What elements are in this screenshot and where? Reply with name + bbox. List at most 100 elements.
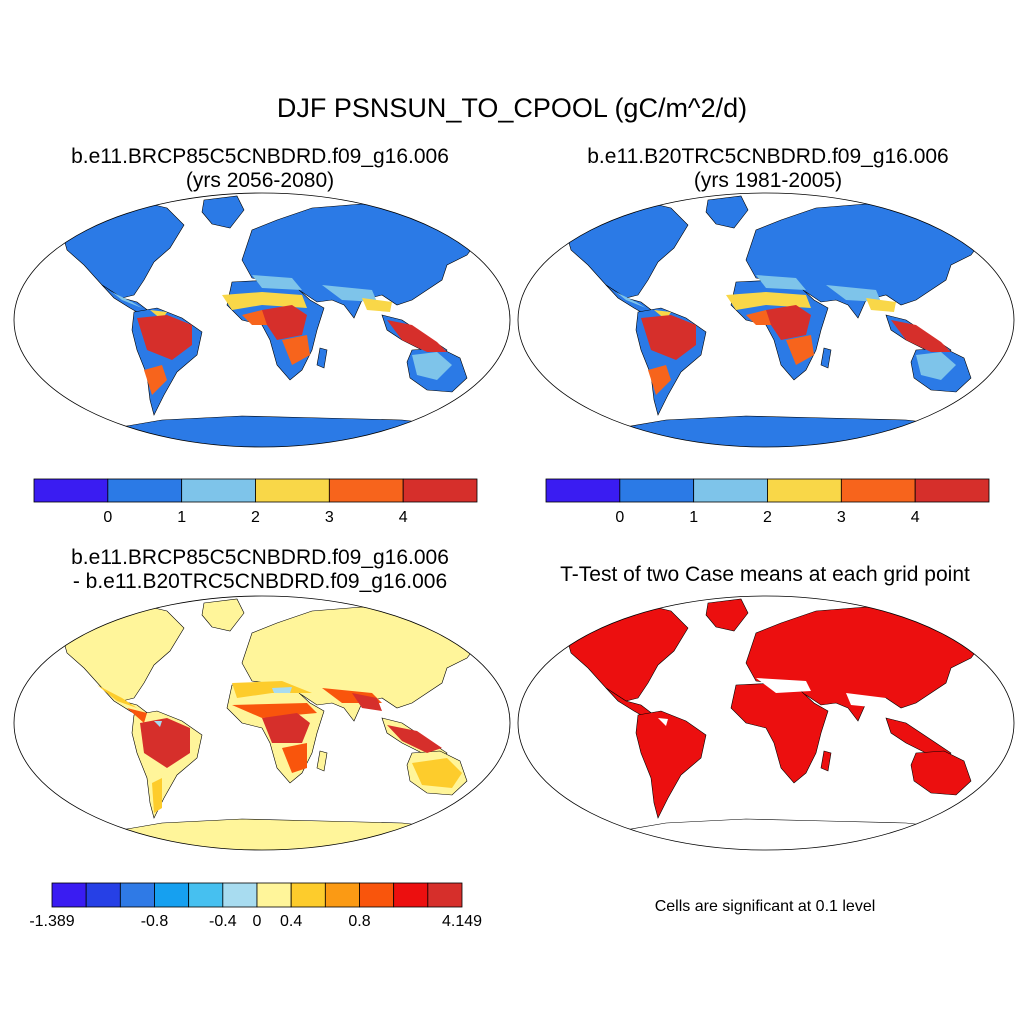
insignificant-area — [846, 693, 886, 708]
colorbar-bottom-left-label-0: -1.389 — [29, 913, 74, 930]
colorbar-top-right-box-5 — [914, 478, 990, 503]
colorbar-bottom-left-label-2: -0.4 — [209, 913, 237, 930]
field-diff_orange — [282, 743, 307, 773]
field-diff_yellow — [412, 758, 462, 788]
field-abs_light — [916, 352, 956, 380]
colorbar-bottom-left-box-4 — [188, 882, 224, 908]
panel-title-top-left-line2: (yrs 2056-2080) — [185, 169, 335, 192]
insignificant-area — [756, 678, 811, 693]
colorbar-top-left-box-2 — [181, 478, 256, 503]
colorbar-top-right-label-1: 1 — [689, 509, 698, 526]
colorbar-top-right-box-0 — [545, 478, 621, 503]
colorbar-bottom-left-label-5: 0.8 — [348, 913, 370, 930]
colorbar-top-left-box-3 — [255, 478, 330, 503]
colorbar-bottom-left-label-3: 0 — [253, 913, 262, 930]
field-diff_yellow — [232, 681, 312, 698]
colorbar-top-left: 0 1 2 3 4 — [33, 478, 478, 526]
colorbar-bottom-left-label-4: 0.4 — [280, 913, 302, 930]
field-abs_yellow — [726, 292, 811, 310]
colorbar-top-left-box-5 — [402, 478, 478, 503]
field-diff_light — [272, 687, 292, 693]
land-madagascar — [820, 750, 832, 772]
field-abs_red — [766, 305, 811, 340]
colorbar-top-right-box-3 — [767, 478, 842, 503]
insignificant-area — [658, 718, 668, 726]
colorbar-bottom-left-box-9 — [359, 882, 395, 908]
field-abs_light — [756, 275, 806, 290]
colorbar-bottom-left-box-2 — [119, 882, 155, 908]
colorbar-top-right-box-1 — [619, 478, 695, 503]
land-madagascar — [316, 347, 328, 369]
colorbar-top-left-label-0: 0 — [103, 509, 112, 526]
colorbar-top-right-label-3: 3 — [837, 509, 846, 526]
field-diff_red — [352, 693, 382, 711]
colorbar-bottom-left-label-6: 4.149 — [442, 913, 482, 930]
map-top-right-frame — [517, 192, 1015, 448]
field-abs_red — [387, 320, 447, 352]
field-abs_red — [891, 320, 951, 352]
panel-title-bottom-left-line2: - b.e11.B20TRC5CNBDRD.f09_g16.006 — [72, 570, 448, 593]
map-top-left-frame — [13, 192, 511, 448]
colorbar-top-right-label-4: 4 — [911, 509, 920, 526]
field-abs_yellow — [866, 298, 896, 312]
field-diff_red — [387, 725, 442, 753]
colorbar-top-right-box-4 — [840, 478, 916, 503]
land-greenland — [201, 598, 245, 632]
field-diff_red — [140, 718, 190, 768]
colorbar-top-left-box-0 — [33, 478, 109, 503]
field-abs_yellow — [222, 292, 307, 310]
colorbar-bottom-left-box-5 — [222, 882, 258, 908]
panel-title-bottom-right: T-Test of two Case means at each grid po… — [560, 563, 970, 586]
map-top-right — [560, 195, 997, 447]
land-madagascar — [820, 347, 832, 369]
ttest-note: Cells are significant at 0.1 level — [654, 898, 876, 915]
colorbar-bottom-left: -1.389 -0.8 -0.4 0 0.4 0.8 4.149 — [29, 882, 482, 930]
land-antarctica — [575, 818, 997, 850]
colorbar-top-left-box-1 — [107, 478, 183, 503]
colorbar-top-left-box-4 — [328, 478, 404, 503]
land-namerica — [56, 201, 185, 299]
field-diff_yellow — [152, 778, 162, 813]
panel-title-top-left-line1: b.e11.BRCP85C5CNBDRD.f09_g16.006 — [71, 145, 449, 168]
panel-title-top-left: b.e11.BRCP85C5CNBDRD.f09_g16.006 (yrs 20… — [10, 145, 510, 193]
colorbar-bottom-left-box-10 — [393, 882, 429, 908]
land-namerica — [560, 604, 689, 702]
land-antarctica — [71, 415, 493, 447]
colorbar-bottom-left-box-7 — [290, 882, 326, 908]
colorbar-bottom-left-box-3 — [154, 882, 190, 908]
land-africa — [730, 682, 829, 784]
colorbar-top-right-box-2 — [693, 478, 768, 503]
land-namerica — [56, 604, 185, 702]
field-abs_light — [322, 285, 377, 302]
panel-title-bottom-left: b.e11.BRCP85C5CNBDRD.f09_g16.006 - b.e11… — [10, 546, 510, 594]
field-diff_orange — [127, 708, 147, 723]
panel-title-top-right-line1: b.e11.B20TRC5CNBDRD.f09_g16.006 — [587, 145, 949, 168]
panel-title-bottom-left-line1: b.e11.BRCP85C5CNBDRD.f09_g16.006 — [71, 546, 449, 569]
map-bottom-right — [560, 598, 997, 850]
map-bottom-left-frame — [13, 595, 511, 851]
colorbar-bottom-left-box-6 — [256, 882, 292, 908]
field-abs_red — [262, 305, 307, 340]
field-abs_orange — [648, 365, 671, 395]
colorbar-top-right: 0 1 2 3 4 — [545, 478, 990, 526]
field-abs_red — [137, 315, 192, 360]
field-diff_light — [154, 721, 162, 727]
main-title: DJF PSNSUN_TO_CPOOL (gC/m^2/d) — [276, 93, 748, 123]
panel-title-top-right-line2: (yrs 1981-2005) — [693, 169, 843, 192]
map-top-left — [56, 195, 493, 447]
field-abs_light — [826, 285, 881, 302]
colorbar-top-right-label-0: 0 — [615, 509, 624, 526]
field-abs_light — [616, 292, 646, 308]
map-bottom-right-frame — [517, 595, 1015, 851]
map-bottom-left — [56, 598, 493, 850]
field-diff_yellow — [97, 685, 137, 708]
colorbar-top-left-label-2: 2 — [251, 509, 260, 526]
land-australia — [910, 750, 972, 796]
colorbar-top-right-label-2: 2 — [763, 509, 772, 526]
colorbar-bottom-left-box-0 — [51, 882, 87, 908]
land-greenland — [201, 195, 245, 229]
land-namerica — [560, 201, 689, 299]
field-abs_light — [252, 275, 302, 290]
colorbar-top-left-label-4: 4 — [399, 509, 408, 526]
